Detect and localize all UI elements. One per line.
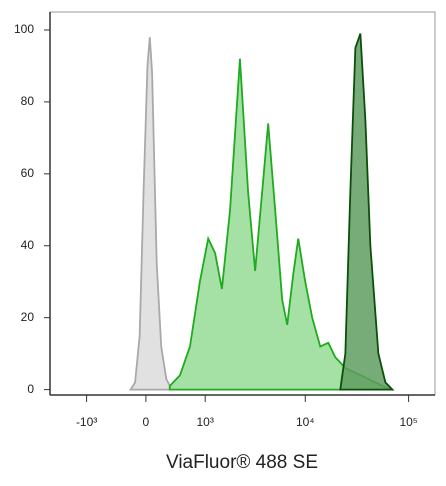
- y-tick-label: 40: [21, 238, 35, 252]
- y-tick-label: 80: [21, 94, 35, 108]
- x-axis-label: ViaFluor® 488 SE: [166, 452, 318, 473]
- x-tick-label: -10³: [76, 415, 97, 429]
- x-tick-label: 10⁴: [296, 415, 315, 429]
- y-tick-label: 0: [27, 382, 34, 396]
- y-tick-label: 100: [14, 22, 34, 36]
- y-tick-label: 20: [21, 310, 35, 324]
- area-series: [168, 58, 391, 391]
- y-tick-label: 60: [21, 166, 35, 180]
- x-tick-label: 10³: [197, 415, 214, 429]
- x-tick-label: 10⁵: [399, 415, 417, 429]
- x-tick-label: 0: [143, 415, 150, 429]
- area-series: [339, 33, 395, 391]
- area-series: [128, 37, 174, 391]
